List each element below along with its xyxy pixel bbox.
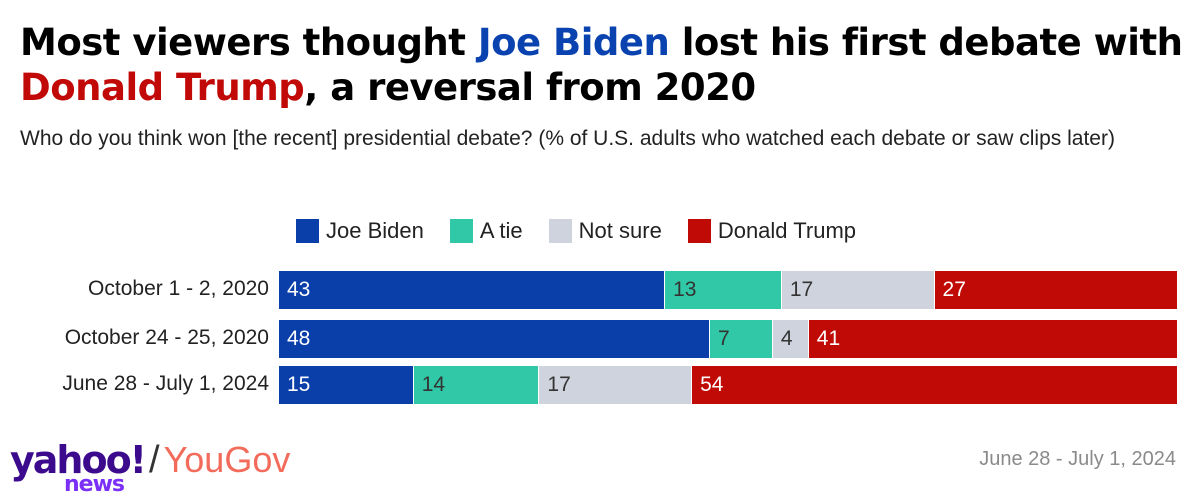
data-label: 27 [942, 278, 966, 301]
data-label: 7 [718, 327, 730, 350]
bar-segment-donald-trump: 41 [808, 320, 1177, 358]
data-label: 13 [673, 278, 697, 301]
legend-item-donald-trump: Donald Trump [687, 218, 857, 244]
legend-swatch [296, 219, 319, 243]
data-label: 14 [421, 373, 446, 396]
data-label: 17 [547, 373, 571, 396]
legend-item-a-tie: A tie [449, 218, 523, 244]
legend-item-joe-biden: Joe Biden [296, 218, 424, 244]
title-part3: , a reversal from 2020 [304, 66, 756, 109]
bar-segment-donald-trump: 54 [692, 366, 1177, 404]
survey-date: June 28 - July 1, 2024 [979, 448, 1176, 470]
yahoo-yougov-logo: yahoo! news / YouGov [10, 438, 291, 498]
title-trump: Donald Trump [20, 66, 305, 109]
bar-row: 48 7 4 41 [279, 320, 1177, 358]
legend: Joe Biden A tie Not sure Donald Trump [296, 218, 882, 244]
data-label: 15 [287, 373, 311, 396]
bar-segment-a-tie: 7 [710, 320, 773, 358]
bar-segment-a-tie: 13 [665, 271, 782, 309]
bar-segment-not-sure: 4 [772, 320, 809, 358]
title-biden: Joe Biden [477, 21, 670, 64]
category-label: June 28 - July 1, 2024 [62, 372, 269, 395]
data-label: 41 [816, 327, 841, 350]
title-part2: lost his first debate with [669, 21, 1183, 64]
data-label: 4 [780, 327, 793, 350]
chart-title: Most viewers thought Joe Biden lost his … [20, 20, 1190, 110]
data-label: 54 [700, 373, 724, 396]
bar-segment-joe-biden: 43 [279, 271, 666, 309]
legend-label: Not sure [578, 218, 662, 243]
bar-segment-a-tie: 14 [413, 366, 540, 404]
bar-segment-not-sure: 17 [539, 366, 693, 404]
bar-row: 43 13 17 27 [279, 271, 1177, 309]
data-label: 43 [287, 278, 311, 301]
bar-segment-joe-biden: 15 [279, 366, 414, 404]
data-label: 48 [287, 327, 311, 350]
category-label: October 1 - 2, 2020 [88, 277, 269, 300]
yahoo-news-logo: news [64, 472, 125, 497]
chart-subtitle: Who do you think won [the recent] presid… [20, 127, 1115, 150]
bar-segment-not-sure: 17 [781, 271, 935, 309]
bar-row: 15 14 17 54 [279, 366, 1177, 404]
yahoo-logo: yahoo! [10, 438, 147, 482]
category-label: October 24 - 25, 2020 [64, 326, 269, 349]
bar-segment-joe-biden: 48 [279, 320, 711, 358]
title-part1: Most viewers thought [20, 21, 478, 64]
legend-swatch [449, 219, 473, 243]
legend-item-not-sure: Not sure [548, 218, 662, 244]
bar-segment-donald-trump: 27 [934, 271, 1177, 309]
legend-swatch [548, 219, 572, 243]
legend-label: A tie [479, 218, 523, 243]
legend-swatch [687, 219, 711, 243]
yougov-logo: YouGov [163, 439, 291, 480]
logo-separator: / [149, 439, 160, 481]
legend-label: Joe Biden [326, 218, 424, 243]
legend-label: Donald Trump [717, 218, 857, 243]
data-label: 17 [789, 278, 814, 301]
